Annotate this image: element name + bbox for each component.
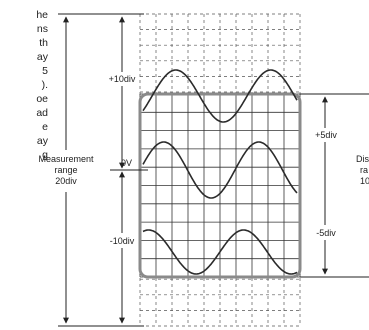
minus5-label: -5div (316, 228, 336, 238)
measurement-range-label: range (54, 165, 77, 175)
display-range-label: ra (360, 165, 368, 175)
paragraph-line: e (42, 121, 48, 133)
display-bracket: +5div -5div Dis ra 10 (300, 93, 369, 278)
plus10-label: +10div (109, 74, 136, 84)
display-screen-grid (139, 93, 301, 278)
paragraph-line: 5 (42, 65, 48, 77)
paragraph-line: th (39, 37, 48, 49)
display-screen-frame (138, 92, 302, 279)
waveform-upper (142, 69, 298, 123)
minus10-label: -10div (110, 236, 135, 246)
paragraph-line: ns (37, 23, 48, 35)
paragraph-line: ). (42, 79, 48, 91)
display-range-label: 10 (360, 176, 369, 186)
paragraph-fragment: he ns th ay 5 ). oe ad e ay g (36, 9, 48, 161)
paragraph-line: he (36, 9, 48, 21)
waveforms (142, 69, 298, 275)
measurement-range-bracket: Measurement range 20div (38, 13, 144, 327)
zero-volt-label: 0V (121, 158, 132, 168)
paragraph-line: g (42, 149, 48, 161)
measurement-range-label: Measurement (38, 154, 94, 164)
paragraph-line: oe (36, 93, 48, 105)
display-range-label: Dis (356, 154, 369, 164)
paragraph-line: ad (36, 107, 48, 119)
waveform-lower (142, 229, 298, 275)
plus5-label: +5div (315, 130, 337, 140)
amplitude-bracket: +10div 0V -10div (109, 16, 148, 324)
measurement-range-label: 20div (55, 176, 77, 186)
paragraph-line: ay (37, 135, 49, 147)
paragraph-line: ay (37, 51, 49, 63)
waveform-middle (142, 141, 298, 199)
